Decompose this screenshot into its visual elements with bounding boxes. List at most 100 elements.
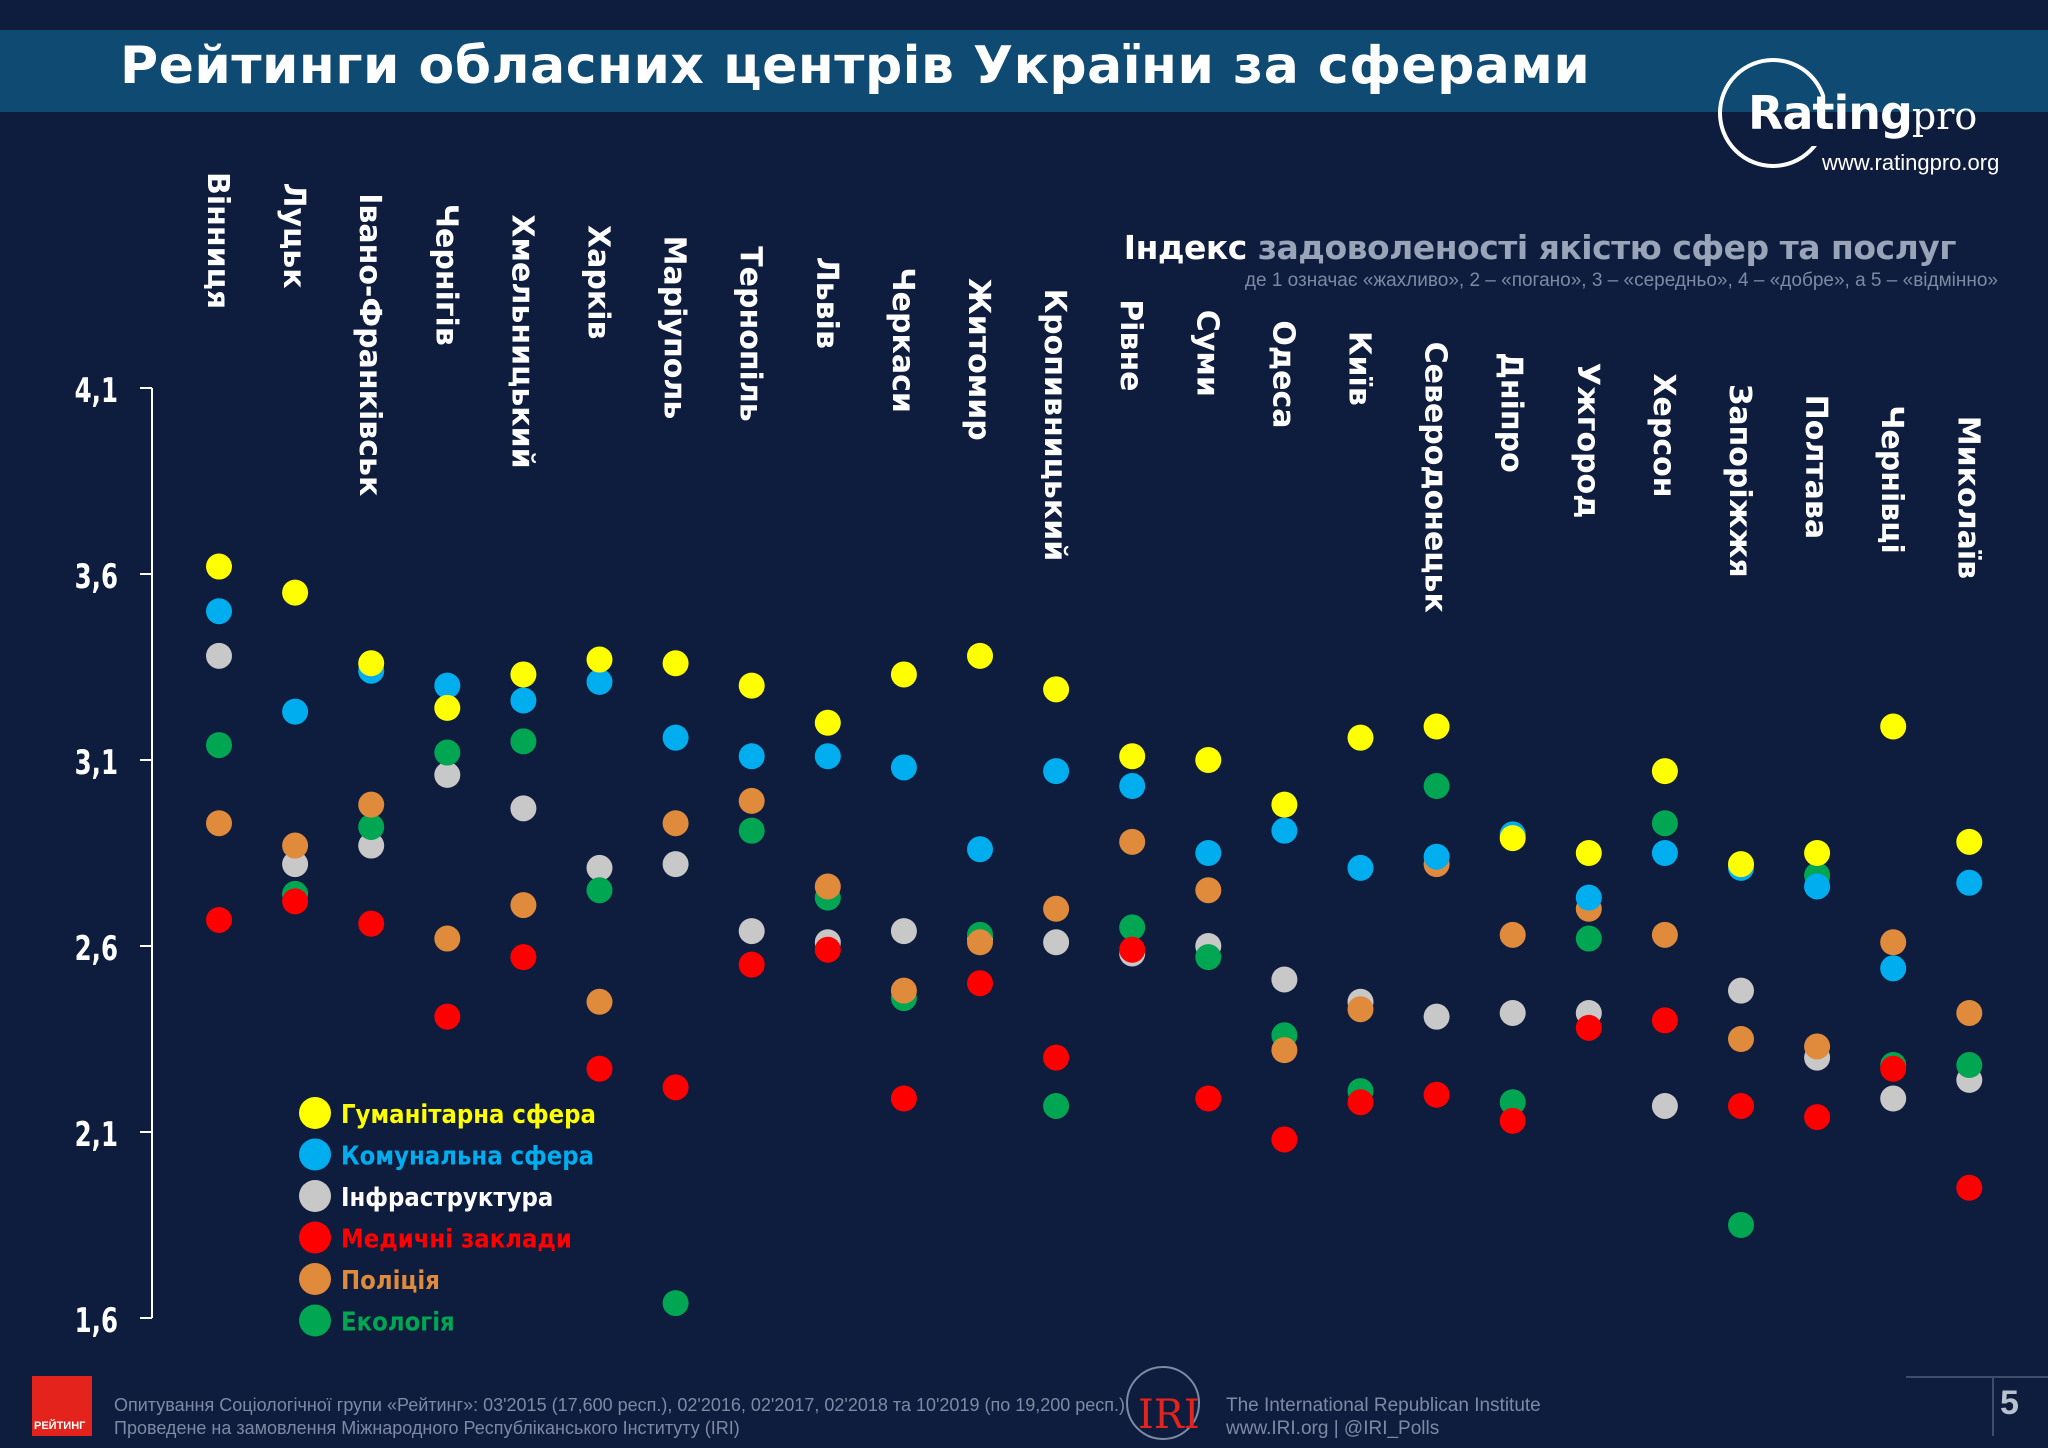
data-point [1728,851,1754,878]
data-point [1499,1089,1526,1116]
category-label: Херсон [1646,373,1681,497]
data-point [814,873,841,900]
category-label: Чернігів [428,204,463,346]
data-point [510,795,537,822]
logo-suffix: pro [1911,94,1978,138]
data-point [434,925,461,952]
category-label: Полтава [1798,395,1833,540]
data-point [358,813,385,840]
data-point [1880,1085,1907,1112]
category-label: Дніпро [1494,352,1529,473]
data-point [206,732,232,759]
data-point [1423,713,1450,740]
data-point [1880,713,1907,740]
data-point [282,832,309,859]
category-label: Запоріжжя [1722,384,1757,578]
data-point [814,743,841,770]
legend-swatch [299,1138,331,1171]
data-point [1347,724,1374,751]
data-point [1880,1055,1907,1082]
data-point [1195,1085,1222,1112]
data-point [1043,1092,1070,1119]
page-number: 5 [2000,1384,2019,1422]
data-point [1271,1037,1298,1064]
title-bar [0,30,2048,112]
data-point [1804,1104,1831,1131]
data-point [1043,1044,1070,1071]
legend: Гуманітарна сфера Комунальна сфера Інфраст… [299,1097,596,1337]
data-point [510,944,537,971]
legend-label: Інфраструктура [341,1182,553,1213]
iri-credits: The International Republican Institute w… [1226,1394,1541,1440]
data-point [662,851,689,878]
data-point [1423,773,1450,800]
data-point [282,579,309,606]
badge-label: РЕЙТИНГ [34,1420,86,1432]
data-point [510,728,537,755]
legend-swatch [299,1221,331,1254]
data-point [1651,758,1678,785]
data-point [510,892,537,919]
data-point [662,1290,689,1317]
data-point [282,698,309,725]
data-point [586,668,613,695]
footer-line-2: Проведене на замовлення Міжнародного Рес… [114,1418,740,1438]
category-label: Київ [1342,331,1377,406]
y-tick-label: 3,1 [75,743,118,782]
scale-note: де 1 означає «жахливо», 2 – «погано», 3 … [1244,270,1998,291]
chart-subtitle: Індекс задоволеності якістю сфер та посл… [1124,228,1957,267]
data-point [738,743,765,770]
data-point [358,791,385,818]
data-point [1423,1081,1450,1108]
category-label: Ужгород [1570,363,1605,519]
rating-badge-logo: РЕЙТИНГ [32,1376,92,1436]
y-tick-label: 1,6 [75,1301,118,1340]
data-point [206,906,232,933]
category-label: Маріуполь [657,236,692,420]
category-label: Суми [1189,310,1224,397]
data-point [434,739,461,766]
data-point [1728,977,1754,1004]
data-point [662,810,689,837]
data-point [662,1074,689,1101]
data-point [1499,1107,1526,1134]
data-point [738,787,765,814]
data-point [1119,828,1146,855]
data-point [1119,743,1146,770]
legend-label: Гуманітарна сфера [341,1099,596,1130]
category-label: Тернопіль [733,246,768,422]
data-point [358,910,385,937]
data-point [1728,1092,1754,1119]
data-point [814,709,841,736]
legend-swatch [299,1180,331,1212]
legend-swatch [299,1263,331,1295]
data-point [1651,1007,1678,1034]
data-point [1119,936,1146,963]
ratingpro-logo: Ratingpro [1748,86,1977,140]
data-point [967,929,993,956]
data-point [1347,854,1374,881]
data-point [434,1003,461,1030]
legend-label: Поліція [341,1265,440,1296]
iri-line-2: www.IRI.org | @IRI_Polls [1226,1418,1440,1439]
data-point [1043,895,1070,922]
category-label: Луцьк [276,183,311,289]
data-point [1043,676,1070,703]
data-point [586,988,613,1015]
data-point [1423,1003,1450,1030]
y-tick-label: 4,1 [75,371,118,410]
category-label: Черкаси [885,267,920,412]
data-point [1575,1014,1602,1041]
category-label: Северодонецьк [1418,342,1453,613]
subtitle-rest: задоволеності якістю сфер та послуг [1246,228,1957,267]
data-point [1195,877,1222,904]
data-point [1499,999,1526,1026]
data-point [1119,914,1146,941]
page-separator [1992,1376,1994,1436]
data-point [434,694,461,721]
data-point [1271,791,1298,818]
category-label: Львів [809,257,844,349]
data-point [586,646,613,673]
data-point [738,951,765,978]
